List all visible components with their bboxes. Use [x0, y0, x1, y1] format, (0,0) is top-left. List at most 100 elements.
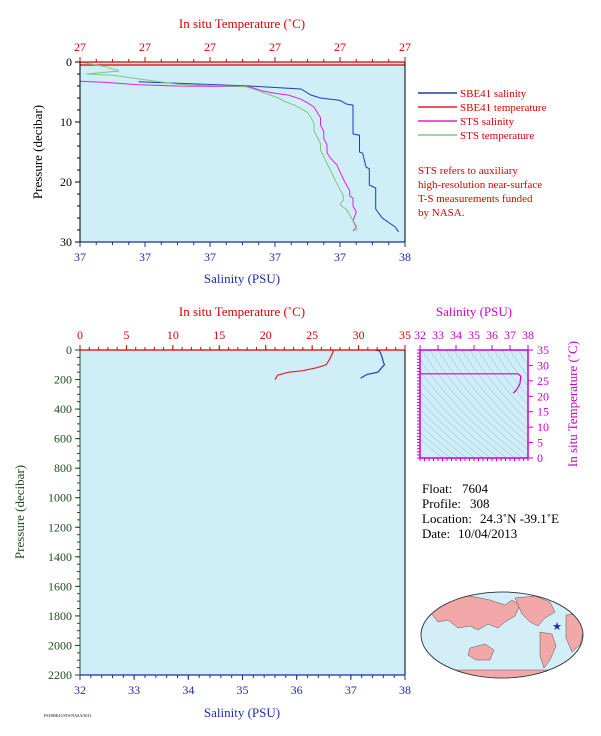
density-contour: [437, 350, 528, 450]
note-line: STS refers to auxiliary: [418, 165, 518, 177]
density-contour: [525, 350, 528, 354]
left-tick-label: 800: [54, 461, 72, 475]
series-line-sts-salinity: [80, 80, 357, 232]
density-contour: [420, 424, 460, 458]
bottom-axis-ticks: 37 37 37 37 37 38: [74, 242, 411, 264]
left-tick-label: 30: [60, 235, 72, 249]
location-label: Location:: [422, 511, 472, 526]
left-tick-label: 600: [54, 432, 72, 446]
legend-label: STS temperature: [460, 130, 534, 142]
density-contour: [493, 350, 528, 397]
bottom-tick-label: 37: [269, 250, 281, 264]
right-tick-label: 10: [537, 420, 549, 434]
series-line-sbe41-temperature: [274, 350, 335, 380]
top-tick-label: 10: [167, 328, 179, 342]
density-contour: [420, 390, 492, 458]
top-axis-title: In situ Temperature (˚C): [179, 16, 305, 31]
top-tick-label: 32: [414, 328, 426, 342]
float-value: 7604: [462, 481, 489, 496]
left-tick-label: 1200: [48, 520, 72, 534]
left-tick-label: 200: [54, 373, 72, 387]
top-tick-label: 27: [74, 40, 86, 54]
top-axis-ticks: 32 33 34 35 36 37 38: [414, 328, 534, 461]
float-label: Float:: [422, 481, 452, 496]
profile-label: Profile:: [422, 496, 461, 511]
density-contour: [420, 416, 468, 458]
bottom-tick-label: 37: [204, 250, 216, 264]
left-tick-label: 1800: [48, 609, 72, 623]
top-tick-label: 27: [334, 40, 346, 54]
map-land-greenland: [554, 592, 571, 604]
top-tick-label: 27: [204, 40, 216, 54]
top-tick-label: 27: [269, 40, 281, 54]
right-tick-label: 5: [537, 436, 543, 450]
top-tick-label: 37: [504, 328, 516, 342]
left-tick-label: 20: [60, 175, 72, 189]
left-axis-ticks: 0 200 400 600 800 1000 1200 1400 1600 1800 2000 220…: [48, 343, 80, 682]
map-land-north-america: [514, 595, 556, 627]
near-surface-panel: In situ Temperature (˚C) 27 27 27 27 27 27 37…: [30, 16, 547, 286]
footer-text: FSI/SBE41/STS/NASA/2013: [44, 713, 91, 718]
density-contour: [429, 350, 528, 457]
y-axis-title: Pressure (decibar): [12, 465, 27, 559]
legend-label: STS salinity: [460, 116, 515, 128]
top-tick-label: 35: [399, 328, 411, 342]
left-tick-label: 10: [60, 115, 72, 129]
series-group: [274, 350, 386, 380]
top-tick-label: 27: [139, 40, 151, 54]
density-contour: [477, 350, 528, 414]
top-tick-label: 20: [260, 328, 272, 342]
right-tick-label: 20: [537, 389, 549, 403]
series-group: [420, 373, 522, 394]
density-contour: [469, 350, 528, 422]
map-land-eurasia: [429, 595, 521, 631]
density-contour: [453, 350, 528, 437]
right-tick-label: 0: [537, 451, 543, 465]
map-land-antarctica: [429, 669, 576, 678]
bottom-axis-ticks: 32 33 34 35 36 37 38: [74, 675, 411, 697]
density-contour: [501, 350, 528, 387]
note-line: by NASA.: [418, 207, 465, 219]
density-contours: [420, 350, 528, 458]
date-value: 10/04/2013: [458, 526, 517, 541]
bottom-tick-label: 37: [74, 250, 86, 264]
bottom-tick-label: 37: [334, 250, 346, 264]
bottom-tick-label: 38: [399, 683, 411, 697]
series-line-sbe41-salinity: [138, 81, 399, 233]
bottom-tick-label: 37: [345, 683, 357, 697]
x-axis-title: Salinity (PSU): [204, 271, 280, 286]
top-tick-label: 33: [432, 328, 444, 342]
left-tick-label: 0: [66, 55, 72, 69]
map-outline: [420, 591, 584, 679]
right-tick-label: 25: [537, 374, 549, 388]
density-contour: [420, 380, 500, 458]
density-contour: [420, 400, 484, 458]
bottom-tick-label: 33: [128, 683, 140, 697]
top-tick-label: 36: [486, 328, 498, 342]
density-contour: [445, 350, 528, 444]
plot-area: [80, 350, 405, 675]
left-tick-label: 2000: [48, 638, 72, 652]
right-tick-label: 35: [537, 343, 549, 357]
left-tick-label: 1600: [48, 579, 72, 593]
top-axis-ticks: 0 5 10 15 20 25 30 35: [77, 328, 411, 350]
note-line: high-resolution near-surface: [418, 179, 542, 191]
left-tick-label: 2200: [48, 668, 72, 682]
density-contour: [517, 350, 528, 366]
left-tick-label: 1400: [48, 550, 72, 564]
bottom-tick-label: 38: [399, 250, 411, 264]
profile-value: 308: [470, 496, 490, 511]
top-tick-label: 35: [468, 328, 480, 342]
world-map: ★: [420, 591, 584, 679]
legend: SBE41 salinity SBE41 temperature STS salin…: [418, 88, 547, 142]
left-tick-label: 0: [66, 343, 72, 357]
bottom-tick-label: 36: [291, 683, 303, 697]
left-tick-label: 1000: [48, 491, 72, 505]
map-land-south-america: [539, 631, 557, 669]
top-tick-label: 15: [213, 328, 225, 342]
float-location-marker: ★: [552, 621, 562, 633]
map-land-australia: [467, 643, 495, 661]
bottom-tick-label: 32: [74, 683, 86, 697]
